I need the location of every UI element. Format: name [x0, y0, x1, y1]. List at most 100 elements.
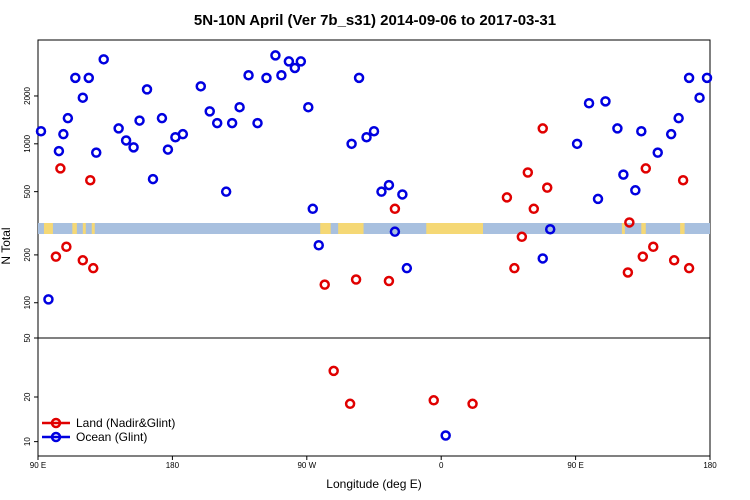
ocean-band	[38, 223, 710, 234]
ocean-point	[276, 70, 287, 81]
ocean-point	[234, 101, 245, 113]
land-point	[85, 174, 96, 186]
ocean-point	[156, 112, 168, 124]
x-tick-label: 0	[439, 461, 444, 470]
land-point	[640, 163, 652, 174]
ocean-point	[307, 203, 319, 215]
y-tick-label: 20	[23, 392, 32, 401]
land-series	[50, 123, 695, 410]
y-tick-label: 10	[23, 437, 32, 446]
ocean-point	[252, 117, 263, 129]
ocean-point	[346, 138, 357, 150]
ocean-point	[361, 131, 372, 143]
ocean-point	[77, 92, 89, 103]
land-patch	[82, 223, 86, 234]
map-strip	[38, 223, 710, 234]
ocean-point	[162, 144, 174, 155]
land-point	[624, 217, 635, 228]
ocean-point	[665, 128, 677, 140]
land-point	[668, 255, 680, 266]
ocean-point	[683, 72, 695, 84]
ocean-point	[583, 97, 595, 109]
y-tick-label: 200	[23, 248, 32, 262]
x-tick-label: 90 W	[297, 461, 316, 470]
x-tick-label: 90 E	[30, 461, 46, 470]
legend-land-label: Land (Nadir&Glint)	[76, 416, 175, 430]
land-patch	[338, 223, 364, 234]
land-patch	[91, 223, 95, 234]
land-patch	[426, 223, 484, 234]
ocean-point	[204, 106, 215, 117]
ocean-point	[70, 72, 81, 84]
ocean-point	[389, 226, 401, 237]
ocean-point	[612, 123, 623, 134]
ocean-point	[62, 112, 74, 124]
land-point	[428, 395, 439, 406]
land-point	[344, 398, 356, 410]
ocean-point	[270, 50, 281, 61]
plot-frame-upper	[37, 39, 711, 339]
ocean-point	[544, 224, 556, 235]
land-point	[622, 267, 634, 278]
ocean-series	[35, 50, 713, 441]
ocean-point	[90, 147, 102, 158]
land-point	[328, 365, 339, 377]
ocean-point	[113, 123, 124, 134]
ocean-point	[141, 84, 153, 95]
land-point	[648, 241, 659, 253]
y-tick-label: 50	[23, 333, 32, 342]
ocean-point	[694, 92, 705, 103]
ocean-point	[368, 125, 380, 137]
ocean-point	[220, 186, 232, 197]
y-axis-label: N Total	[0, 227, 13, 264]
land-point	[522, 167, 534, 178]
land-point	[516, 231, 528, 243]
ocean-point	[261, 72, 272, 84]
x-axis-label: Longitude (deg E)	[326, 477, 421, 491]
ocean-point	[43, 294, 54, 305]
legend-ocean-label: Ocean (Glint)	[76, 430, 147, 444]
land-point	[683, 262, 695, 274]
land-point	[537, 123, 548, 134]
legend-ocean-marker	[50, 431, 62, 443]
legend: Land (Nadir&Glint) Ocean (Glint)	[42, 416, 175, 444]
ocean-point	[120, 135, 132, 146]
land-patch	[72, 223, 77, 234]
ocean-point	[401, 262, 413, 274]
ocean-point	[134, 115, 145, 126]
ocean-point	[295, 56, 307, 67]
ocean-point	[636, 125, 647, 137]
land-point	[677, 174, 689, 186]
ocean-point	[195, 81, 207, 92]
land-point	[637, 251, 649, 262]
ocean-point	[600, 96, 611, 107]
ocean-point	[383, 179, 395, 191]
ocean-point	[618, 169, 629, 180]
land-point	[350, 274, 362, 285]
x-tick-label: 90 E	[567, 461, 583, 470]
land-point	[319, 279, 330, 290]
land-point	[541, 182, 553, 193]
land-point	[88, 262, 99, 274]
land-point	[467, 398, 478, 410]
land-patch	[320, 223, 331, 234]
legend-land-marker	[50, 417, 62, 429]
ocean-point	[571, 138, 583, 150]
ocean-point	[243, 70, 254, 81]
ocean-point	[652, 147, 663, 158]
ocean-point	[83, 72, 95, 84]
land-point	[50, 251, 62, 262]
ocean-point	[147, 173, 159, 185]
y-tick-label: 2000	[23, 87, 32, 105]
land-patch	[621, 223, 625, 234]
y-tick-label: 1000	[23, 134, 32, 152]
land-patch	[43, 223, 53, 234]
ocean-point	[313, 240, 324, 251]
ocean-point	[353, 72, 365, 84]
x-tick-label: 180	[166, 461, 180, 470]
ocean-point	[58, 128, 69, 140]
ocean-point	[211, 117, 223, 129]
ocean-point	[283, 56, 295, 67]
ocean-point	[53, 145, 65, 157]
